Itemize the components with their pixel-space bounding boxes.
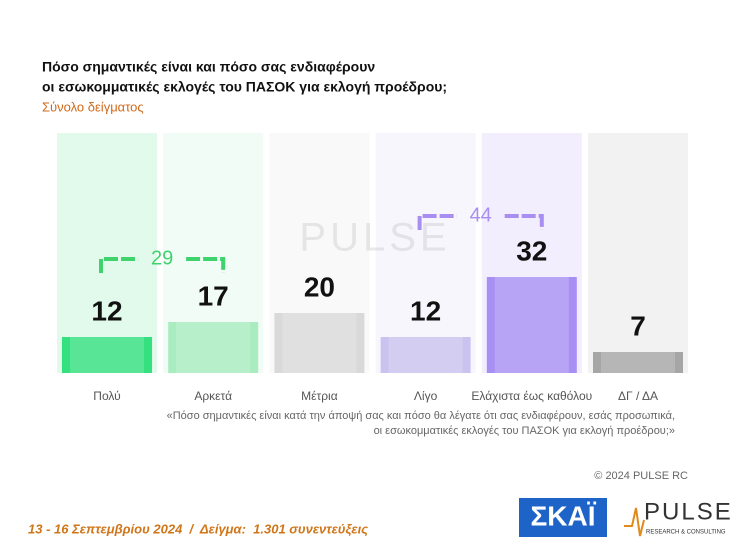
bar-shine [70, 337, 144, 373]
category-label: Ελάχιστα έως καθόλου [471, 389, 592, 403]
category-label: ΔΓ / ΔΑ [618, 389, 658, 403]
category-label: Λίγο [414, 389, 438, 403]
column-background [375, 133, 476, 373]
bar-shine [176, 322, 251, 373]
question-line: «Πόσο σημαντικές είναι κατά την άποψή σα… [167, 410, 675, 422]
value-label: 12 [91, 295, 122, 326]
category-label: Μέτρια [301, 389, 338, 403]
subtitle: Σύνολο δείγματος [42, 99, 144, 114]
bar-shine [388, 337, 463, 373]
value-label: 12 [410, 295, 441, 326]
bar-shine [282, 313, 357, 373]
footer: 13 - 16 Σεπτεμβρίου 2024 / Δείγμα: 1.301… [28, 521, 368, 536]
pulse-logo-sub: RESEARCH & CONSULTING [646, 530, 726, 536]
bar [486, 277, 577, 373]
value-label: 7 [630, 310, 646, 341]
value-label: 20 [304, 271, 335, 302]
value-label: 32 [516, 235, 547, 266]
category-label: Αρκετά [194, 389, 232, 403]
category-label: Πολύ [93, 389, 120, 403]
copyright: © 2024 PULSE RC [594, 470, 688, 482]
pulse-logo: PULSE [644, 498, 733, 525]
bar [274, 313, 365, 373]
bar [168, 322, 259, 373]
skai-logo: ΣΚΑΪ [530, 500, 596, 531]
column-background [57, 133, 157, 373]
bar [380, 337, 471, 373]
bracket-label: 44 [470, 204, 492, 226]
question-line: οι εσωκομματικές εκλογές του ΠΑΣΟΚ για ε… [374, 425, 675, 437]
bracket-label: 29 [151, 247, 173, 269]
watermark: PULSE [299, 216, 450, 260]
bar [62, 337, 152, 373]
title-line: Πόσο σημαντικές είναι και πόσο σας ενδια… [42, 59, 375, 75]
title-line: οι εσωκομματικές εκλογές του ΠΑΣΟΚ για ε… [42, 79, 447, 95]
pulse-logo-icon [624, 507, 645, 537]
bar [593, 352, 683, 373]
column-background [588, 133, 688, 373]
bracket [417, 214, 544, 230]
skai-logo-box [519, 498, 607, 537]
bar-shine [494, 277, 569, 373]
bracket [99, 257, 226, 273]
bar-shine [601, 352, 675, 373]
value-label: 17 [198, 280, 229, 311]
